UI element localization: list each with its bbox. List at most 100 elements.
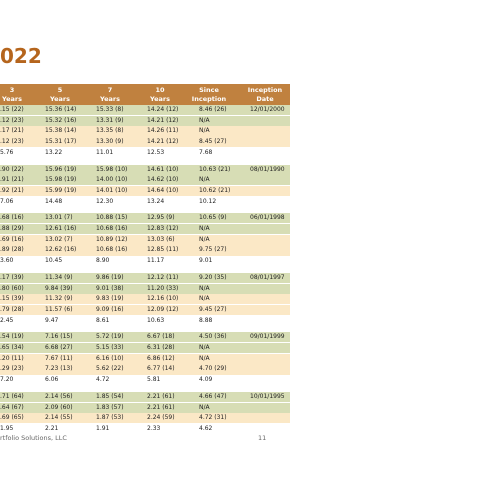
table-cell: 10.68 (16) xyxy=(96,225,128,232)
table-cell: 15.36 (14) xyxy=(45,106,77,113)
table-row: 7.06 14.48 12.30 13.24 10.12 xyxy=(0,196,290,207)
table-cell: .69 (65) xyxy=(0,414,24,422)
table-row: .89 (28) 12.62 (16) 10.68 (16) 12.85 (11) 9.… xyxy=(0,245,290,256)
table-cell: 6.68 (27) xyxy=(45,344,73,351)
table-cell: .71 (64) xyxy=(0,392,24,400)
table-cell: 14.01 (10) xyxy=(96,186,128,194)
table-row: .20 (11) 7.67 (11) 6.16 (10) 6.86 (12) N/A xyxy=(0,353,290,364)
table-cell: N/A xyxy=(199,176,210,184)
table-cell: 12/01/2000 xyxy=(250,106,285,113)
table-cell: 1.83 (57) xyxy=(96,403,124,411)
table-cell: 10.68 (16) xyxy=(96,246,128,254)
table-cell: 11.01 xyxy=(96,148,114,156)
table-cell: 12.12 (11) xyxy=(147,273,179,281)
table-cell: .90 (22) xyxy=(0,165,24,173)
table-row: 7.20 6.06 4.72 5.81 4.09 xyxy=(0,375,290,386)
table-cell: 8.61 xyxy=(96,316,110,324)
table-cell: .20 (11) xyxy=(0,354,24,362)
table-cell: 1.95 xyxy=(0,424,14,432)
table-cell: .54 (19) xyxy=(0,333,24,341)
table-cell: 7.68 xyxy=(199,148,213,156)
table-cell: 5.81 xyxy=(147,376,161,384)
table-row: .80 (60) 9.84 (39) 9.01 (38) 11.20 (33) N/A xyxy=(0,283,290,294)
table-cell: N/A xyxy=(199,354,210,362)
table-cell: 1.91 xyxy=(96,424,110,432)
table-row: .65 (34) 6.68 (27) 5.15 (33) 6.31 (28) N/A xyxy=(0,343,290,354)
table-header: 3 Years 5 Years 7 Years 10 Years Since Incep… xyxy=(0,84,290,106)
table-cell: 2.09 (60) xyxy=(45,403,73,411)
header-cell: Inception Date xyxy=(247,86,283,103)
table-cell: 14.21 (12) xyxy=(147,138,179,146)
table-cell: 8.45 (27) xyxy=(199,138,227,146)
table-cell: 10.63 (21) xyxy=(199,165,231,173)
table-cell: 9.20 (35) xyxy=(199,273,227,281)
table-cell: .80 (60) xyxy=(0,284,24,292)
table-cell: 2.14 (56) xyxy=(45,392,73,400)
page-number: 11 xyxy=(258,434,267,442)
table-cell: 2.45 xyxy=(0,316,14,324)
table-row: .90 (22) 15.96 (19) 15.98 (10) 14.61 (10) 10… xyxy=(0,164,290,175)
table-cell: 7.06 xyxy=(0,197,14,205)
table-cell: 9.84 (39) xyxy=(45,284,73,292)
table-cell: 10.65 (9) xyxy=(199,214,227,222)
table-row: .69 (16) 13.02 (7) 10.89 (12) 13.03 (6) N/A xyxy=(0,234,290,245)
table-cell: 4.72 (31) xyxy=(199,414,227,422)
table-cell: 13.30 (9) xyxy=(96,138,124,146)
table-cell: 12.85 (11) xyxy=(147,246,179,254)
table-cell: .29 (23) xyxy=(0,365,24,373)
table-cell: 13.03 (6) xyxy=(147,235,175,243)
table-cell: .12 (23) xyxy=(0,116,24,124)
table-cell: 10/01/1995 xyxy=(250,392,285,400)
table-cell: 2.21 (61) xyxy=(147,392,175,400)
table-cell: 9.01 (38) xyxy=(96,284,124,292)
table-cell: 15.32 (16) xyxy=(45,116,77,124)
table-cell: 6.16 (10) xyxy=(96,354,124,362)
table-row: .69 (65) 2.14 (55) 1.87 (53) 2.24 (59) 4.72 … xyxy=(0,413,290,424)
table-cell: 4.72 xyxy=(96,376,110,384)
table-cell: 11.20 (33) xyxy=(147,284,179,292)
table-cell: 5.72 (19) xyxy=(96,333,124,341)
table-cell: 12.09 (12) xyxy=(147,305,179,313)
table-cell: 10.12 xyxy=(199,197,217,205)
table-cell: 14.62 (10) xyxy=(147,176,179,184)
table-cell: 9.01 xyxy=(199,257,213,265)
table-cell: 15.96 (19) xyxy=(45,165,77,173)
table-cell: 9.09 (16) xyxy=(96,305,124,313)
table-cell: 9.86 (19) xyxy=(96,273,124,281)
table-row: .17 (39) 11.34 (9) 9.86 (19) 12.12 (11) 9.20… xyxy=(0,272,290,283)
table-cell: 6.77 (14) xyxy=(147,365,175,373)
table-cell: 7.20 xyxy=(0,376,14,384)
table-cell: 9.45 (27) xyxy=(199,305,227,313)
table-cell: 13.35 (8) xyxy=(96,127,124,135)
table-cell: 15.33 (8) xyxy=(96,106,124,113)
table-cell: 5.62 (22) xyxy=(96,365,124,373)
table-cell: 8.46 (26) xyxy=(199,106,227,113)
table-cell: 6.06 xyxy=(45,376,59,384)
table-cell: 13.22 xyxy=(45,148,63,156)
table-cell: 12.95 (9) xyxy=(147,214,175,222)
table-cell: 11.32 (9) xyxy=(45,295,73,303)
table-cell: 9.75 (27) xyxy=(199,246,227,254)
table-row: 1.95 2.21 1.91 2.33 4.62 xyxy=(0,423,290,435)
table-cell: N/A xyxy=(199,295,210,303)
header-cell: 3 Years xyxy=(2,86,22,103)
table-cell: 15.99 (19) xyxy=(45,186,77,194)
table-row: 5.76 13.22 11.01 12.53 7.68 xyxy=(0,147,290,158)
table-cell: .64 (67) xyxy=(0,403,24,411)
table-row: .64 (67) 2.09 (60) 1.83 (57) 2.21 (61) N/A xyxy=(0,402,290,413)
table-cell: 15.31 (17) xyxy=(45,138,77,146)
table-cell: 12.53 xyxy=(147,148,165,156)
table-row: .15 (39) 11.32 (9) 9.83 (19) 12.16 (10) N/A xyxy=(0,294,290,305)
table-cell: 12.61 (16) xyxy=(45,225,77,232)
table-cell: 14.21 (12) xyxy=(147,116,179,124)
table-cell: 9.47 xyxy=(45,316,59,324)
table-cell: 7.67 (11) xyxy=(45,354,73,362)
table-row: .68 (16) 13.01 (7) 10.88 (15) 12.95 (9) 10.6… xyxy=(0,213,290,224)
table-cell: 08/01/1997 xyxy=(250,273,285,281)
table-cell: 4.66 (47) xyxy=(199,392,227,400)
table-cell: 2.33 xyxy=(147,424,161,432)
table-cell: 2.14 (55) xyxy=(45,414,73,422)
table-cell: 08/01/1990 xyxy=(250,165,285,173)
table-cell: 4.09 xyxy=(199,376,213,384)
table-cell: 14.48 xyxy=(45,197,63,205)
